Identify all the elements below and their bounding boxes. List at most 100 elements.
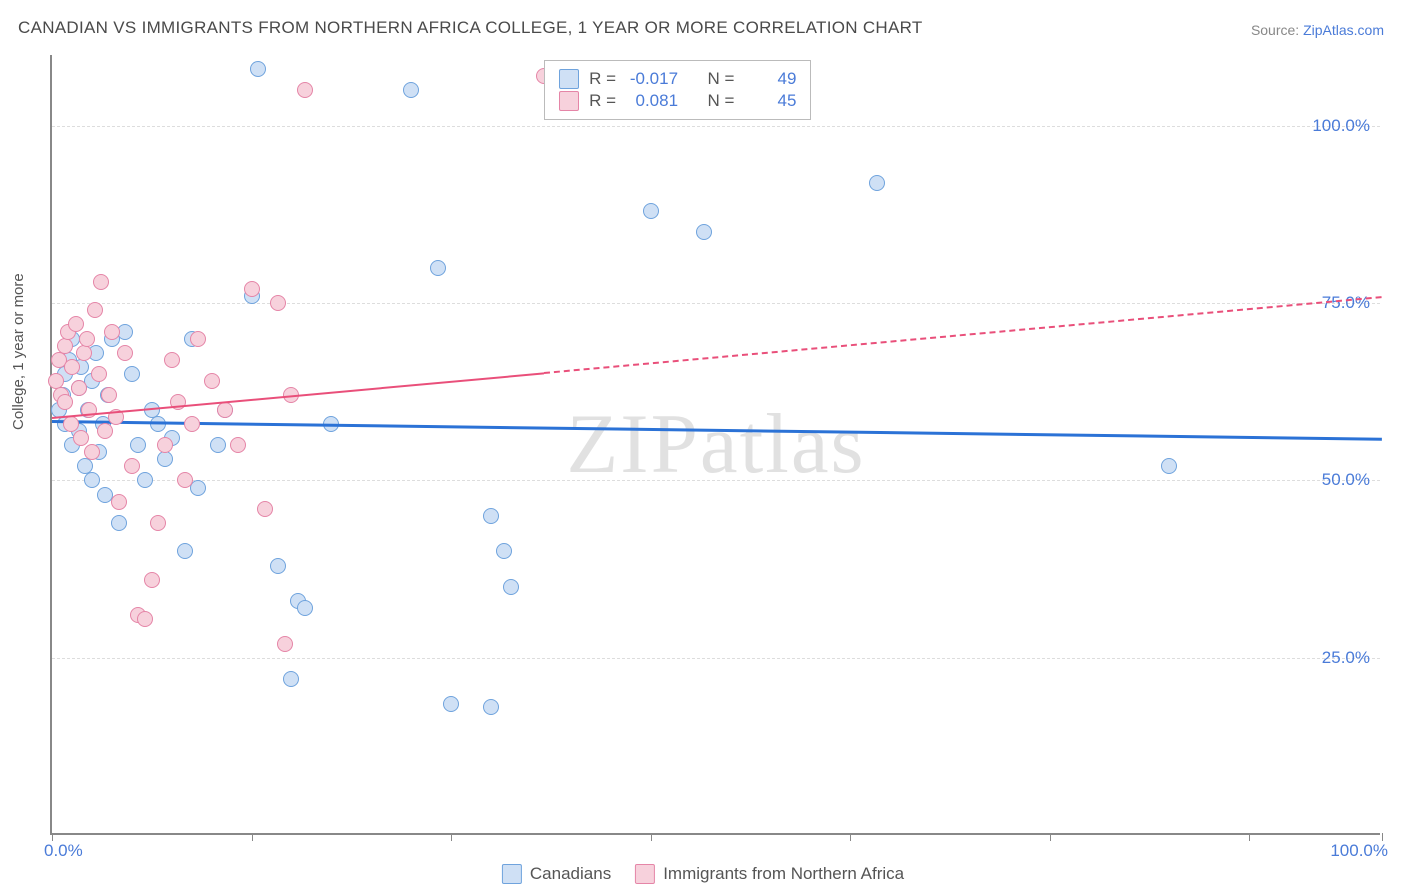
y-axis-label: College, 1 year or more [10, 273, 27, 430]
legend-item: Immigrants from Northern Africa [635, 864, 904, 884]
data-point [270, 558, 286, 574]
data-point [297, 82, 313, 98]
stat-n-value: 45 [744, 91, 796, 111]
y-tick-label: 50.0% [1322, 470, 1370, 490]
data-point [64, 359, 80, 375]
data-point [97, 423, 113, 439]
stat-n-value: 49 [744, 69, 796, 89]
data-point [71, 380, 87, 396]
legend-swatch [502, 864, 522, 884]
data-point [1161, 458, 1177, 474]
data-point [204, 373, 220, 389]
data-point [117, 345, 133, 361]
legend-swatch [559, 69, 579, 89]
stats-legend: R = -0.017 N = 49 R = 0.081 N = 45 [544, 60, 811, 120]
data-point [643, 203, 659, 219]
data-point [283, 671, 299, 687]
stat-r-value: -0.017 [626, 69, 678, 89]
x-tick-mark [1382, 833, 1383, 841]
data-point [403, 82, 419, 98]
legend-label: Immigrants from Northern Africa [663, 864, 904, 884]
data-point [93, 274, 109, 290]
data-point [277, 636, 293, 652]
x-tick-label-right: 100.0% [1330, 841, 1388, 861]
data-point [84, 444, 100, 460]
data-point [184, 416, 200, 432]
gridline [52, 480, 1380, 481]
source-attribution: Source: ZipAtlas.com [1251, 22, 1384, 38]
gridline [52, 126, 1380, 127]
watermark: ZIPatlas [566, 395, 865, 493]
data-point [869, 175, 885, 191]
stat-r-label: R = [589, 69, 616, 89]
data-point [483, 699, 499, 715]
data-point [101, 387, 117, 403]
source-prefix: Source: [1251, 22, 1303, 38]
legend-swatch [635, 864, 655, 884]
data-point [177, 543, 193, 559]
data-point [177, 472, 193, 488]
data-point [157, 437, 173, 453]
legend-label: Canadians [530, 864, 611, 884]
stat-n-label: N = [707, 91, 734, 111]
data-point [157, 451, 173, 467]
legend-item: Canadians [502, 864, 611, 884]
data-point [496, 543, 512, 559]
x-tick-mark [1050, 833, 1051, 841]
x-tick-mark [52, 833, 53, 841]
data-point [57, 394, 73, 410]
data-point [57, 338, 73, 354]
data-point [503, 579, 519, 595]
data-point [430, 260, 446, 276]
data-point [150, 515, 166, 531]
chart-title: CANADIAN VS IMMIGRANTS FROM NORTHERN AFR… [18, 18, 923, 38]
data-point [696, 224, 712, 240]
data-point [230, 437, 246, 453]
data-point [244, 281, 260, 297]
data-point [111, 515, 127, 531]
stats-legend-row: R = 0.081 N = 45 [559, 91, 796, 111]
x-tick-mark [1249, 833, 1250, 841]
gridline [52, 658, 1380, 659]
data-point [124, 458, 140, 474]
data-point [68, 316, 84, 332]
data-point [190, 331, 206, 347]
data-point [210, 437, 226, 453]
data-point [257, 501, 273, 517]
data-point [250, 61, 266, 77]
x-tick-mark [451, 833, 452, 841]
scatter-plot: ZIPatlas 25.0%50.0%75.0%100.0%0.0%100.0%… [50, 55, 1380, 835]
data-point [76, 345, 92, 361]
x-tick-mark [850, 833, 851, 841]
trend-line [52, 420, 1382, 441]
data-point [84, 472, 100, 488]
stat-n-label: N = [707, 69, 734, 89]
bottom-legend: Canadians Immigrants from Northern Africa [502, 864, 904, 884]
data-point [137, 472, 153, 488]
data-point [91, 366, 107, 382]
data-point [111, 494, 127, 510]
data-point [104, 324, 120, 340]
legend-swatch [559, 91, 579, 111]
x-tick-mark [651, 833, 652, 841]
x-tick-mark [252, 833, 253, 841]
data-point [483, 508, 499, 524]
trend-line [544, 296, 1382, 374]
data-point [124, 366, 140, 382]
stat-r-value: 0.081 [626, 91, 678, 111]
data-point [164, 352, 180, 368]
y-tick-label: 25.0% [1322, 648, 1370, 668]
data-point [87, 302, 103, 318]
stats-legend-row: R = -0.017 N = 49 [559, 69, 796, 89]
data-point [73, 430, 89, 446]
y-tick-label: 100.0% [1312, 116, 1370, 136]
source-link[interactable]: ZipAtlas.com [1303, 22, 1384, 38]
x-tick-label-left: 0.0% [44, 841, 83, 861]
data-point [270, 295, 286, 311]
data-point [297, 600, 313, 616]
stat-r-label: R = [589, 91, 616, 111]
data-point [130, 437, 146, 453]
y-tick-label: 75.0% [1322, 293, 1370, 313]
data-point [144, 572, 160, 588]
data-point [63, 416, 79, 432]
